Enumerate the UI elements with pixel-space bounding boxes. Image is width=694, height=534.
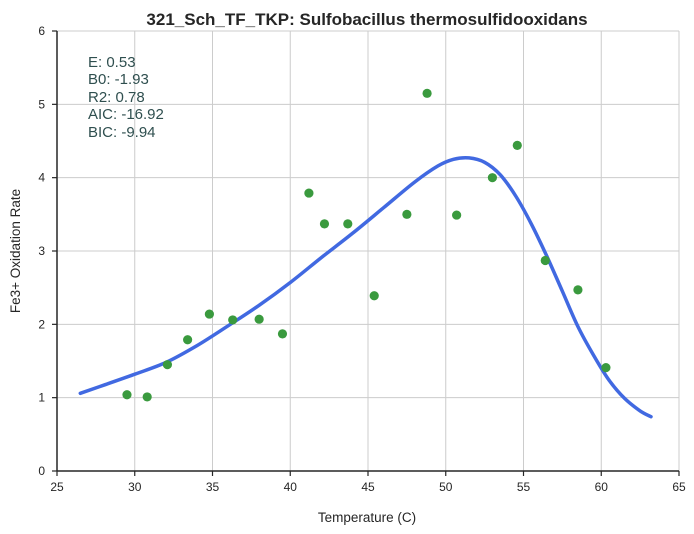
data-point (343, 219, 353, 229)
data-point (487, 173, 497, 183)
y-axis-label: Fe3+ Oxidation Rate (8, 189, 23, 313)
data-point (402, 209, 412, 219)
data-point (142, 392, 152, 402)
data-point (573, 285, 583, 295)
x-tick-label: 35 (206, 480, 220, 494)
x-tick-label: 40 (284, 480, 298, 494)
data-points (122, 88, 611, 402)
stats-annotation: E: 0.53 B0: -1.93 R2: 0.78 AIC: -16.92 B… (88, 54, 164, 141)
x-tick-label: 55 (517, 480, 531, 494)
y-tick-label: 4 (38, 171, 45, 185)
stat-b0: B0: -1.93 (88, 71, 149, 88)
data-point (422, 88, 432, 98)
y-tick-label: 5 (38, 97, 45, 111)
grid (57, 30, 680, 471)
data-point (228, 315, 238, 325)
stat-aic: AIC: -16.92 (88, 106, 164, 123)
data-point (304, 188, 314, 198)
y-tick-label: 0 (38, 464, 45, 478)
stat-e: E: 0.53 (88, 54, 136, 71)
data-point (204, 309, 214, 319)
x-tick-label: 60 (595, 480, 609, 494)
x-tick-label: 65 (672, 480, 686, 494)
x-tick-label: 50 (439, 480, 453, 494)
y-tick-label: 2 (38, 317, 45, 331)
x-axis-label: Temperature (C) (318, 510, 416, 525)
stat-r2: R2: 0.78 (88, 89, 145, 106)
stat-bic: BIC: -9.94 (88, 124, 156, 141)
data-point (369, 291, 379, 301)
x-tick-label: 30 (128, 480, 142, 494)
data-point (183, 335, 193, 345)
fit-curve (78, 155, 653, 419)
data-point (319, 219, 330, 229)
data-point (162, 360, 173, 370)
fit-curve-group (78, 155, 653, 419)
data-point (512, 140, 522, 150)
data-point (254, 314, 264, 324)
data-point (540, 255, 550, 266)
y-tick-label: 1 (38, 391, 45, 405)
y-tick-label: 6 (38, 24, 45, 38)
data-point (122, 390, 132, 400)
x-tick-label: 25 (50, 480, 64, 494)
chart-title: 321_Sch_TF_TKP: Sulfobacillus thermosulf… (146, 10, 587, 29)
y-tick-label: 3 (38, 244, 45, 258)
x-tick-label: 45 (361, 480, 375, 494)
data-point (277, 329, 288, 339)
data-point (452, 210, 462, 220)
data-point (601, 363, 611, 373)
